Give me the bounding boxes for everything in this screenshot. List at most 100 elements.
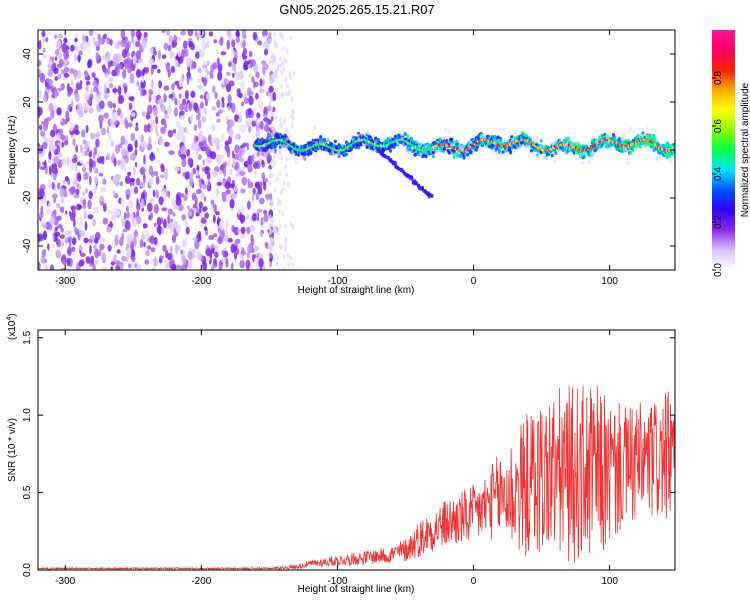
spectrogram-cell bbox=[197, 77, 201, 84]
spectrogram-cell bbox=[99, 243, 105, 251]
spectrogram-cell bbox=[178, 125, 185, 136]
spectrogram-cell bbox=[152, 94, 157, 101]
spectrogram-cell bbox=[98, 91, 102, 96]
spectrogram-cell bbox=[251, 107, 258, 112]
spectrogram-y-axis-title: Frequency (Hz) bbox=[7, 116, 18, 185]
spectrogram-cell bbox=[94, 31, 99, 37]
spectrogram-cell bbox=[554, 151, 558, 156]
spectrogram-cell bbox=[188, 102, 193, 111]
spectrogram-cell bbox=[88, 190, 93, 200]
spectrogram-cell bbox=[273, 38, 276, 44]
spectrogram-cell bbox=[252, 213, 257, 222]
spectrogram-cell bbox=[92, 151, 96, 160]
spectrogram-cell bbox=[485, 143, 489, 148]
spectrogram-cell bbox=[44, 266, 49, 270]
spectrogram-cell bbox=[206, 171, 211, 181]
spectrogram-cell bbox=[388, 149, 393, 153]
spectrogram-cell bbox=[182, 238, 187, 248]
spectrogram-cell bbox=[111, 111, 118, 122]
spectrogram-cell bbox=[278, 145, 282, 149]
spectrogram-cell bbox=[221, 249, 225, 255]
spectrogram-cell bbox=[121, 255, 127, 262]
spectrogram-cell bbox=[83, 172, 89, 181]
spectrogram-cell bbox=[235, 108, 239, 116]
spectrogram-cell bbox=[51, 181, 55, 190]
spectrogram-cell bbox=[107, 68, 111, 75]
spectrogram-cell bbox=[286, 83, 289, 89]
spectrogram-cell bbox=[133, 236, 137, 247]
spectrogram-cell bbox=[213, 203, 217, 213]
spectrogram-cell bbox=[250, 234, 254, 243]
spectrogram-cell bbox=[234, 145, 239, 153]
spectrogram-cell bbox=[215, 188, 220, 197]
spectrogram-cell bbox=[59, 115, 63, 123]
spectrogram-cell bbox=[156, 216, 162, 227]
spectrogram-cell bbox=[180, 249, 184, 255]
spectrogram-cell bbox=[235, 238, 241, 244]
spectrogram-cell bbox=[238, 147, 243, 158]
spectrogram-cell bbox=[171, 83, 175, 91]
spectrogram-cell bbox=[89, 175, 92, 186]
spectrogram-cell bbox=[86, 161, 89, 166]
spectrogram-cell bbox=[50, 129, 56, 138]
spectrogram-cell bbox=[225, 257, 229, 268]
spectrogram-cell bbox=[104, 38, 108, 46]
spectrogram-cell bbox=[239, 214, 246, 223]
spectrogram-cell bbox=[54, 56, 58, 61]
spectrogram-cell bbox=[235, 36, 241, 43]
spectrogram-cell bbox=[306, 152, 311, 157]
snr-x-ticks: -300 -200 -100 0 100 bbox=[55, 330, 618, 587]
spectrogram-cell bbox=[240, 204, 245, 213]
spectrogram-cell bbox=[213, 143, 218, 149]
spectrogram-cell bbox=[215, 137, 219, 144]
spectrogram-cell bbox=[282, 45, 285, 51]
spectrogram-cell bbox=[158, 80, 163, 89]
spectrogram-cell bbox=[135, 69, 142, 78]
spectrogram-cell bbox=[566, 136, 570, 141]
spectrogram-cell bbox=[98, 37, 105, 45]
spectrogram-cell bbox=[289, 221, 293, 227]
spectrogram-cell bbox=[194, 30, 198, 37]
spectrogram-cell bbox=[72, 138, 76, 146]
spectrogram-cell bbox=[303, 157, 307, 162]
spectrogram-cell bbox=[279, 30, 282, 37]
spectrogram-cell bbox=[120, 30, 125, 39]
spectrogram-cell bbox=[582, 140, 586, 145]
spectrogram-cell bbox=[282, 118, 286, 124]
spectrogram-cell bbox=[291, 223, 295, 229]
spectrogram-cell bbox=[140, 79, 146, 89]
spectrogram-cell bbox=[665, 155, 670, 160]
spectrogram-cell bbox=[45, 91, 49, 101]
spectrogram-cell bbox=[59, 187, 65, 198]
spectrogram-cell bbox=[110, 214, 117, 221]
spectrogram-cell bbox=[94, 175, 98, 185]
spectrogram-cell bbox=[77, 69, 82, 80]
spectrogram-cell bbox=[431, 137, 436, 142]
spectrogram-cell bbox=[268, 79, 272, 85]
spectrogram-cell bbox=[259, 139, 263, 143]
spectrogram-cell bbox=[216, 181, 223, 186]
spectrogram-cell bbox=[202, 77, 207, 87]
spectrogram-cell bbox=[252, 31, 258, 41]
colorbar-tick-label: 0.8 bbox=[713, 71, 724, 85]
spectrogram-cell bbox=[253, 81, 259, 88]
spectrogram-cell bbox=[38, 90, 41, 99]
spectrogram-cell bbox=[228, 135, 233, 145]
spectrogram-cell bbox=[672, 153, 675, 159]
spectrogram-cell bbox=[75, 144, 79, 153]
spectrogram-cell bbox=[71, 157, 78, 163]
spectrogram-cell bbox=[62, 259, 67, 266]
spectrogram-cell bbox=[228, 157, 231, 167]
spectrogram-cell bbox=[255, 117, 259, 126]
spectrogram-cell bbox=[233, 186, 237, 193]
spectrogram-cell bbox=[273, 58, 276, 64]
spectrogram-cell bbox=[218, 262, 223, 270]
spectrogram-cell bbox=[381, 132, 386, 138]
spectrogram-cell bbox=[253, 153, 258, 159]
spectrogram-cell bbox=[219, 230, 225, 239]
spectrogram-cell bbox=[57, 224, 63, 229]
spectrogram-cell bbox=[79, 80, 83, 86]
spectrogram-cell bbox=[53, 156, 60, 165]
spectrogram-cell bbox=[201, 38, 206, 48]
spectrogram-cell bbox=[194, 200, 198, 207]
